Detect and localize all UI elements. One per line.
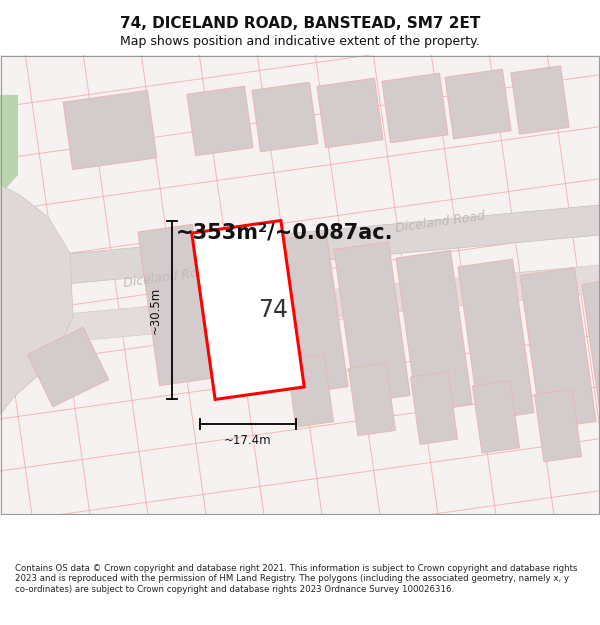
Polygon shape (317, 78, 383, 148)
Polygon shape (28, 328, 109, 407)
Text: Map shows position and indicative extent of the property.: Map shows position and indicative extent… (120, 35, 480, 48)
Polygon shape (0, 95, 18, 195)
Polygon shape (0, 205, 600, 290)
Text: 74, DICELAND ROAD, BANSTEAD, SM7 2ET: 74, DICELAND ROAD, BANSTEAD, SM7 2ET (120, 16, 480, 31)
Polygon shape (192, 221, 304, 399)
Polygon shape (334, 242, 410, 403)
Polygon shape (396, 251, 472, 412)
Polygon shape (187, 86, 253, 156)
Polygon shape (0, 265, 600, 348)
Polygon shape (582, 277, 600, 438)
Text: ~17.4m: ~17.4m (224, 434, 272, 447)
Polygon shape (410, 372, 458, 444)
Polygon shape (520, 268, 596, 429)
Polygon shape (138, 224, 214, 386)
Polygon shape (63, 91, 157, 169)
Polygon shape (382, 73, 448, 142)
Text: ~30.5m: ~30.5m (149, 286, 162, 334)
Polygon shape (511, 66, 569, 134)
Polygon shape (535, 389, 581, 462)
Polygon shape (286, 354, 334, 427)
Polygon shape (445, 69, 511, 139)
Polygon shape (272, 233, 348, 394)
Polygon shape (458, 259, 534, 421)
Polygon shape (0, 185, 73, 415)
Text: Diceland Road: Diceland Road (122, 264, 214, 290)
Polygon shape (472, 381, 520, 453)
Polygon shape (349, 363, 395, 436)
Text: ~353m²/~0.087ac.: ~353m²/~0.087ac. (176, 223, 394, 243)
Text: Diceland Road: Diceland Road (394, 209, 485, 235)
Text: 74: 74 (258, 298, 288, 322)
Polygon shape (252, 82, 318, 152)
Text: Contains OS data © Crown copyright and database right 2021. This information is : Contains OS data © Crown copyright and d… (15, 564, 577, 594)
